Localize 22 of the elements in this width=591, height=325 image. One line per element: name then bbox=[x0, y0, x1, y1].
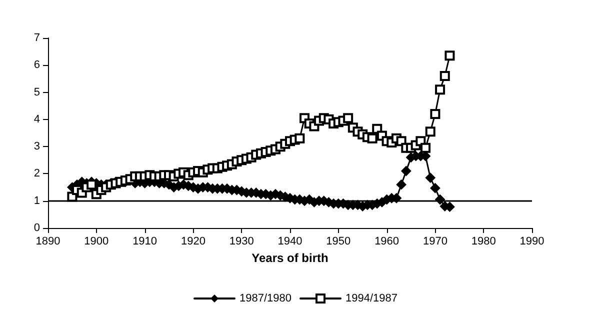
y-tick-label: 3 bbox=[34, 140, 40, 153]
legend-label: 1994/1987 bbox=[346, 292, 398, 304]
y-tick-label: 0 bbox=[34, 222, 40, 234]
x-tick-label: 1970 bbox=[422, 236, 448, 248]
x-tick-label: 1990 bbox=[520, 236, 544, 248]
x-tick-label: 1900 bbox=[84, 236, 109, 248]
x-tick-label: 1930 bbox=[229, 236, 254, 248]
x-tick-label: 1910 bbox=[132, 236, 158, 248]
y-tick-label: 6 bbox=[34, 59, 40, 72]
x-tick-label: 1950 bbox=[326, 236, 351, 248]
y-tick-label: 5 bbox=[34, 86, 40, 98]
x-tick-label: 1980 bbox=[471, 236, 496, 248]
x-tick-label: 1890 bbox=[36, 236, 60, 248]
y-tick-label: 4 bbox=[34, 113, 40, 126]
x-tick-label: 1920 bbox=[180, 236, 206, 248]
y-tick-label: 1 bbox=[34, 194, 40, 207]
x-tick-label: 1960 bbox=[374, 236, 400, 248]
x-tick-label: 1940 bbox=[278, 236, 302, 248]
x-axis-title: Years of birth bbox=[252, 251, 328, 265]
y-tick-label: 7 bbox=[34, 32, 40, 44]
legend-label: 1987/1980 bbox=[240, 292, 292, 304]
y-tick-label: 2 bbox=[34, 168, 40, 180]
